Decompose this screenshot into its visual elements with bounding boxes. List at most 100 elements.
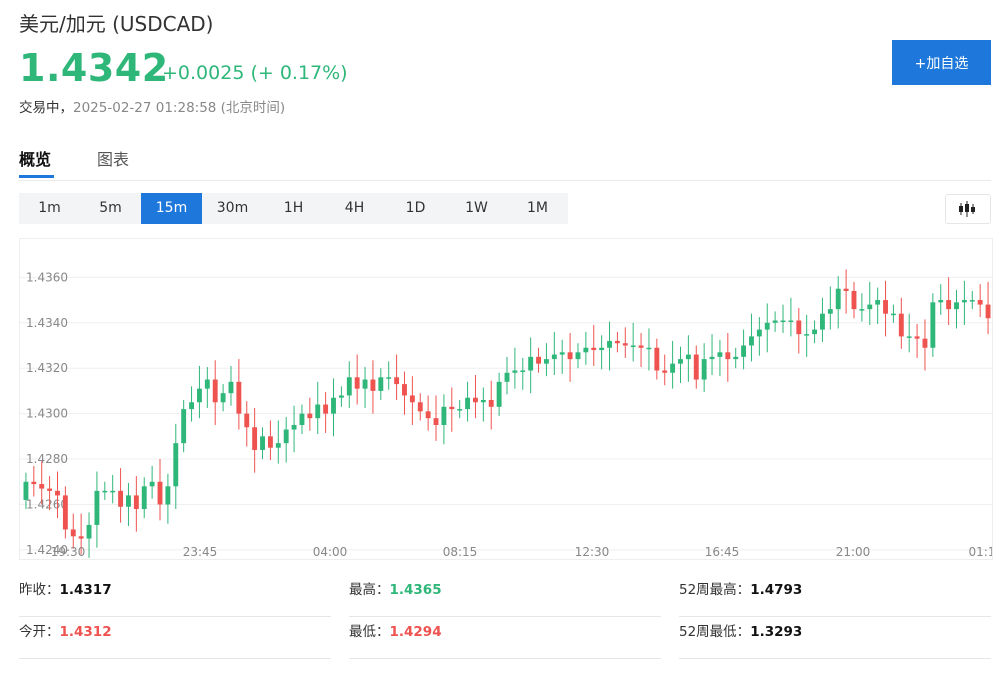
candle-body (165, 486, 171, 505)
candle-body (614, 340, 620, 344)
candle-body (196, 388, 202, 403)
candle-body (599, 347, 605, 351)
candle-body (733, 356, 739, 360)
stat-52w-low: 52周最低：1.3293 (679, 620, 991, 659)
candle-body (717, 352, 723, 357)
candle-body (149, 481, 155, 487)
candle-body (425, 411, 431, 419)
candle-body (204, 379, 210, 389)
interval-1d[interactable]: 1D (405, 200, 426, 216)
candle-body (630, 345, 636, 347)
candle-body (70, 529, 76, 537)
candle-body (725, 352, 731, 360)
candle-body (804, 334, 810, 336)
candle-body (236, 381, 242, 414)
y-tick-label: 1.4340 (26, 316, 68, 330)
stat-value: 1.3293 (750, 624, 803, 640)
candle-body (622, 343, 628, 346)
candle-body (126, 495, 131, 507)
candle-body (275, 443, 281, 448)
candle-body (94, 490, 100, 525)
interval-1h[interactable]: 1H (283, 200, 304, 216)
stat-label: 最高： (349, 582, 390, 598)
candle-body (954, 302, 959, 310)
candle-body (843, 288, 849, 291)
candle-body (512, 370, 518, 373)
candle-body (741, 345, 747, 357)
interval-5m[interactable]: 5m (99, 200, 122, 216)
candle-body (567, 352, 573, 360)
candle-body (39, 484, 45, 489)
trading-status: 交易中，2025-02-27 01:28:58 (北京时间) (19, 96, 285, 116)
interval-15m[interactable]: 15m (141, 193, 202, 224)
candle-body (480, 400, 486, 403)
candle-body (473, 397, 478, 403)
candle-body (496, 381, 502, 407)
page-title: 美元/加元 (USDCAD) (19, 12, 214, 36)
candle-body (709, 356, 715, 360)
candlestick-chart: 1.4240 1.4260 1.4280 1.4300 1.4320 1.4340 1.43… (20, 269, 995, 559)
interval-4h[interactable]: 4H (344, 200, 365, 216)
candle-body (181, 409, 187, 444)
stat-label: 52周最低： (679, 624, 751, 640)
candle-body (827, 309, 833, 314)
candle-body (47, 488, 53, 491)
tab-overview[interactable]: 概览 (19, 150, 52, 169)
stat-prev-close: 昨收：1.4317 (19, 578, 331, 617)
stat-value: 1.4317 (59, 582, 112, 598)
stat-52w-high: 52周最高：1.4793 (679, 578, 991, 617)
candle-body (504, 372, 510, 382)
stat-value: 1.4365 (389, 582, 442, 598)
stat-value: 1.4312 (59, 624, 112, 640)
candlestick-icon (959, 201, 975, 217)
candle-body (346, 377, 352, 396)
chart-type-toggle[interactable] (945, 194, 991, 224)
candle-body (244, 413, 250, 428)
candle-body (969, 300, 975, 302)
candle-body (110, 490, 116, 493)
candle-body (299, 413, 305, 425)
candle-body (212, 379, 218, 403)
x-tick-label: 01:1 (969, 545, 992, 559)
candle-body (307, 413, 313, 419)
interval-30m[interactable]: 30m (216, 200, 249, 216)
interval-selector: 1m 5m 15m 30m 1H 4H 1D 1W 1M (19, 193, 568, 224)
tab-bar: 概览 图表 (19, 140, 991, 181)
interval-1m[interactable]: 1m (38, 200, 61, 216)
stat-open: 今开：1.4312 (19, 620, 331, 659)
stat-value: 1.4294 (389, 624, 442, 640)
y-tick-label: 1.4280 (26, 452, 68, 466)
y-tick-label: 1.4240 (26, 543, 68, 557)
interval-1mo[interactable]: 1M (527, 200, 548, 216)
price-chart[interactable]: 1.4240 1.4260 1.4280 1.4300 1.4320 1.4340 1.43… (19, 238, 995, 560)
candle-body (583, 347, 589, 353)
x-tick-label: 08:15 (443, 545, 478, 559)
candle-body (796, 320, 802, 335)
candle-body (780, 320, 786, 322)
y-tick-label: 1.4320 (26, 361, 68, 375)
interval-1w[interactable]: 1W (465, 200, 488, 216)
candle-body (678, 359, 683, 364)
candle-body (220, 393, 226, 403)
y-tick-label: 1.4300 (26, 407, 68, 421)
tab-chart[interactable]: 图表 (97, 150, 130, 169)
candle-body (228, 381, 234, 394)
candle-body (961, 300, 967, 303)
x-tick-label: 23:45 (183, 545, 218, 559)
candle-body (930, 302, 936, 348)
candle-body (543, 359, 549, 364)
candle-body (670, 363, 676, 373)
candle-body (78, 536, 84, 539)
candle-body (102, 490, 108, 493)
candle-body (772, 320, 778, 323)
candle-body (914, 336, 920, 339)
candle-body (354, 377, 360, 389)
x-tick-label: 16:45 (705, 545, 740, 559)
candle-body (55, 490, 60, 496)
stat-label: 52周最高： (679, 582, 751, 598)
candle-body (890, 313, 896, 316)
candle-body (654, 347, 660, 371)
candle-body (402, 384, 407, 396)
add-to-watchlist-button[interactable]: +加自选 (892, 40, 991, 85)
candle-body (417, 402, 423, 412)
